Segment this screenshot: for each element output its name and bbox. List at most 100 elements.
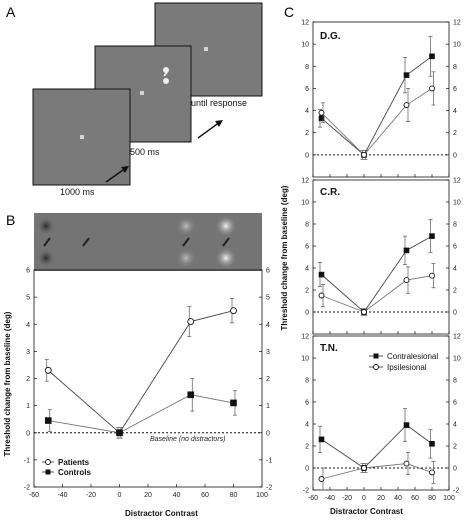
y-tick-label-right: 8: [453, 378, 457, 385]
y-tick-label: -2: [24, 485, 30, 492]
data-point-ipsilesional: [361, 465, 367, 471]
series-line-contralesional: [321, 55, 433, 156]
data-point-controls: [116, 429, 123, 437]
distractor-blob: [176, 216, 196, 236]
legend-label-contralesional: Contralesional: [387, 352, 438, 361]
y-tick-label: 6: [305, 86, 309, 93]
y-tick-label: 4: [305, 422, 309, 429]
y-tick-label: 0: [26, 430, 30, 437]
time-label-1000: 1000 ms: [60, 187, 95, 197]
y-tick-label-right: 4: [266, 322, 270, 329]
panel-a-trial-sequence: 1000 ms 500 ms until response: [32, 2, 263, 197]
series-line-ipsilesional: [321, 463, 433, 480]
y-tick-label: 4: [26, 322, 30, 329]
y-tick-label-right: 0: [266, 430, 270, 437]
subject-label: T.N.: [320, 343, 338, 354]
distractor-blob: [215, 247, 237, 269]
data-point-contralesional: [403, 422, 410, 428]
panel-c-ylabel: Threshold change from baseline (deg): [280, 185, 289, 330]
data-point-ipsilesional: [429, 469, 435, 476]
panel-b-label: B: [6, 212, 15, 228]
target-grating: [182, 237, 190, 247]
panel-c-label: C: [284, 4, 294, 20]
y-tick-label-right: 8: [453, 222, 457, 229]
y-tick-label: 4: [305, 108, 309, 115]
x-tick-label: 60: [201, 492, 209, 499]
legend-marker-ipsilesional: [373, 364, 379, 370]
y-tick-label-right: 12: [453, 178, 461, 185]
y-tick-label-right: 6: [453, 86, 457, 93]
y-tick-label-right: 0: [453, 310, 457, 317]
distractor-blob: [215, 215, 237, 237]
x-tick-label: 40: [173, 492, 181, 499]
series-line-patients: [47, 310, 234, 434]
fixation-point: [140, 91, 144, 95]
x-tick-label: 40: [394, 495, 402, 502]
y-tick-label-right: 1: [266, 403, 270, 410]
plot-frame: [33, 269, 263, 488]
plot-frame: [312, 21, 450, 178]
legend-marker-contralesional: [373, 353, 379, 359]
y-tick-label: 0: [305, 466, 309, 473]
y-tick-label: 10: [301, 356, 309, 363]
data-point-ipsilesional: [403, 277, 410, 284]
data-point-contralesional: [403, 72, 410, 78]
y-tick-label: 6: [305, 244, 309, 251]
data-point-contralesional: [318, 271, 325, 278]
y-tick-label: 12: [301, 334, 309, 341]
x-tick-label: 100: [443, 495, 455, 502]
x-tick-label: -60: [308, 495, 318, 502]
legend-marker-controls: [45, 469, 51, 475]
y-tick-label: 4: [305, 266, 309, 273]
y-tick-label-right: 2: [453, 130, 457, 137]
data-point-contralesional: [318, 115, 325, 122]
data-point-contralesional: [403, 247, 410, 254]
x-tick-label: -40: [57, 492, 67, 499]
y-tick-label: 12: [301, 20, 309, 27]
y-tick-label-right: 10: [453, 356, 461, 363]
x-tick-label: -20: [342, 495, 352, 502]
series-line-ipsilesional: [321, 275, 433, 313]
y-tick-label: -1: [24, 457, 30, 464]
y-tick-label-right: 2: [453, 288, 457, 295]
legend-label-controls: Controls: [58, 468, 91, 477]
y-tick-label: 0: [305, 152, 309, 159]
plot-frame: [312, 179, 450, 335]
x-tick-label: 80: [428, 495, 436, 502]
x-tick-label: 20: [377, 495, 385, 502]
arrow-icon: [197, 120, 223, 139]
subject-label: D.G.: [320, 31, 341, 42]
data-point-ipsilesional: [318, 292, 325, 299]
y-tick-label: 10: [301, 200, 309, 207]
y-tick-label: 2: [305, 288, 309, 295]
y-tick-label-right: 6: [453, 244, 457, 251]
data-point-controls: [230, 399, 237, 407]
data-point-contralesional: [429, 53, 435, 60]
x-tick-label: 0: [118, 492, 122, 499]
y-tick-label-right: -2: [453, 488, 459, 495]
y-tick-label-right: -1: [266, 457, 272, 464]
x-tick-label: -60: [29, 492, 39, 499]
y-tick-label: 0: [305, 310, 309, 317]
panel-c-subplot: 0 0 2 2 4 4 6 6 8 8 10 10 12 12 C.R.: [301, 178, 461, 335]
data-point-ipsilesional: [403, 102, 410, 108]
y-tick-label-right: 0: [453, 152, 457, 159]
y-tick-label-right: 4: [453, 266, 457, 273]
x-tick-label: 80: [230, 492, 238, 499]
target-grating: [163, 70, 169, 77]
panel-b-chart: -2 -2 -1 -1 0 0 1 1 2 2 3 3 4 4 5 5 6 6 -60 -40 -20 0 20 40 60 80…: [24, 268, 273, 500]
x-tick-label: -40: [325, 495, 335, 502]
y-tick-label-right: 0: [453, 466, 457, 473]
series-line-contralesional: [321, 235, 433, 313]
data-point-patients: [187, 318, 195, 325]
y-tick-label-right: 4: [453, 108, 457, 115]
time-label-until-response: until response: [191, 98, 247, 108]
data-point-controls: [44, 417, 52, 424]
y-tick-label-right: 3: [266, 349, 270, 356]
data-point-contralesional: [429, 233, 435, 239]
legend-label-ipsilesional: Ipsilesional: [387, 363, 427, 372]
y-tick-label: 2: [305, 444, 309, 451]
fixation-point: [204, 47, 208, 51]
series-line-contralesional: [321, 424, 433, 469]
